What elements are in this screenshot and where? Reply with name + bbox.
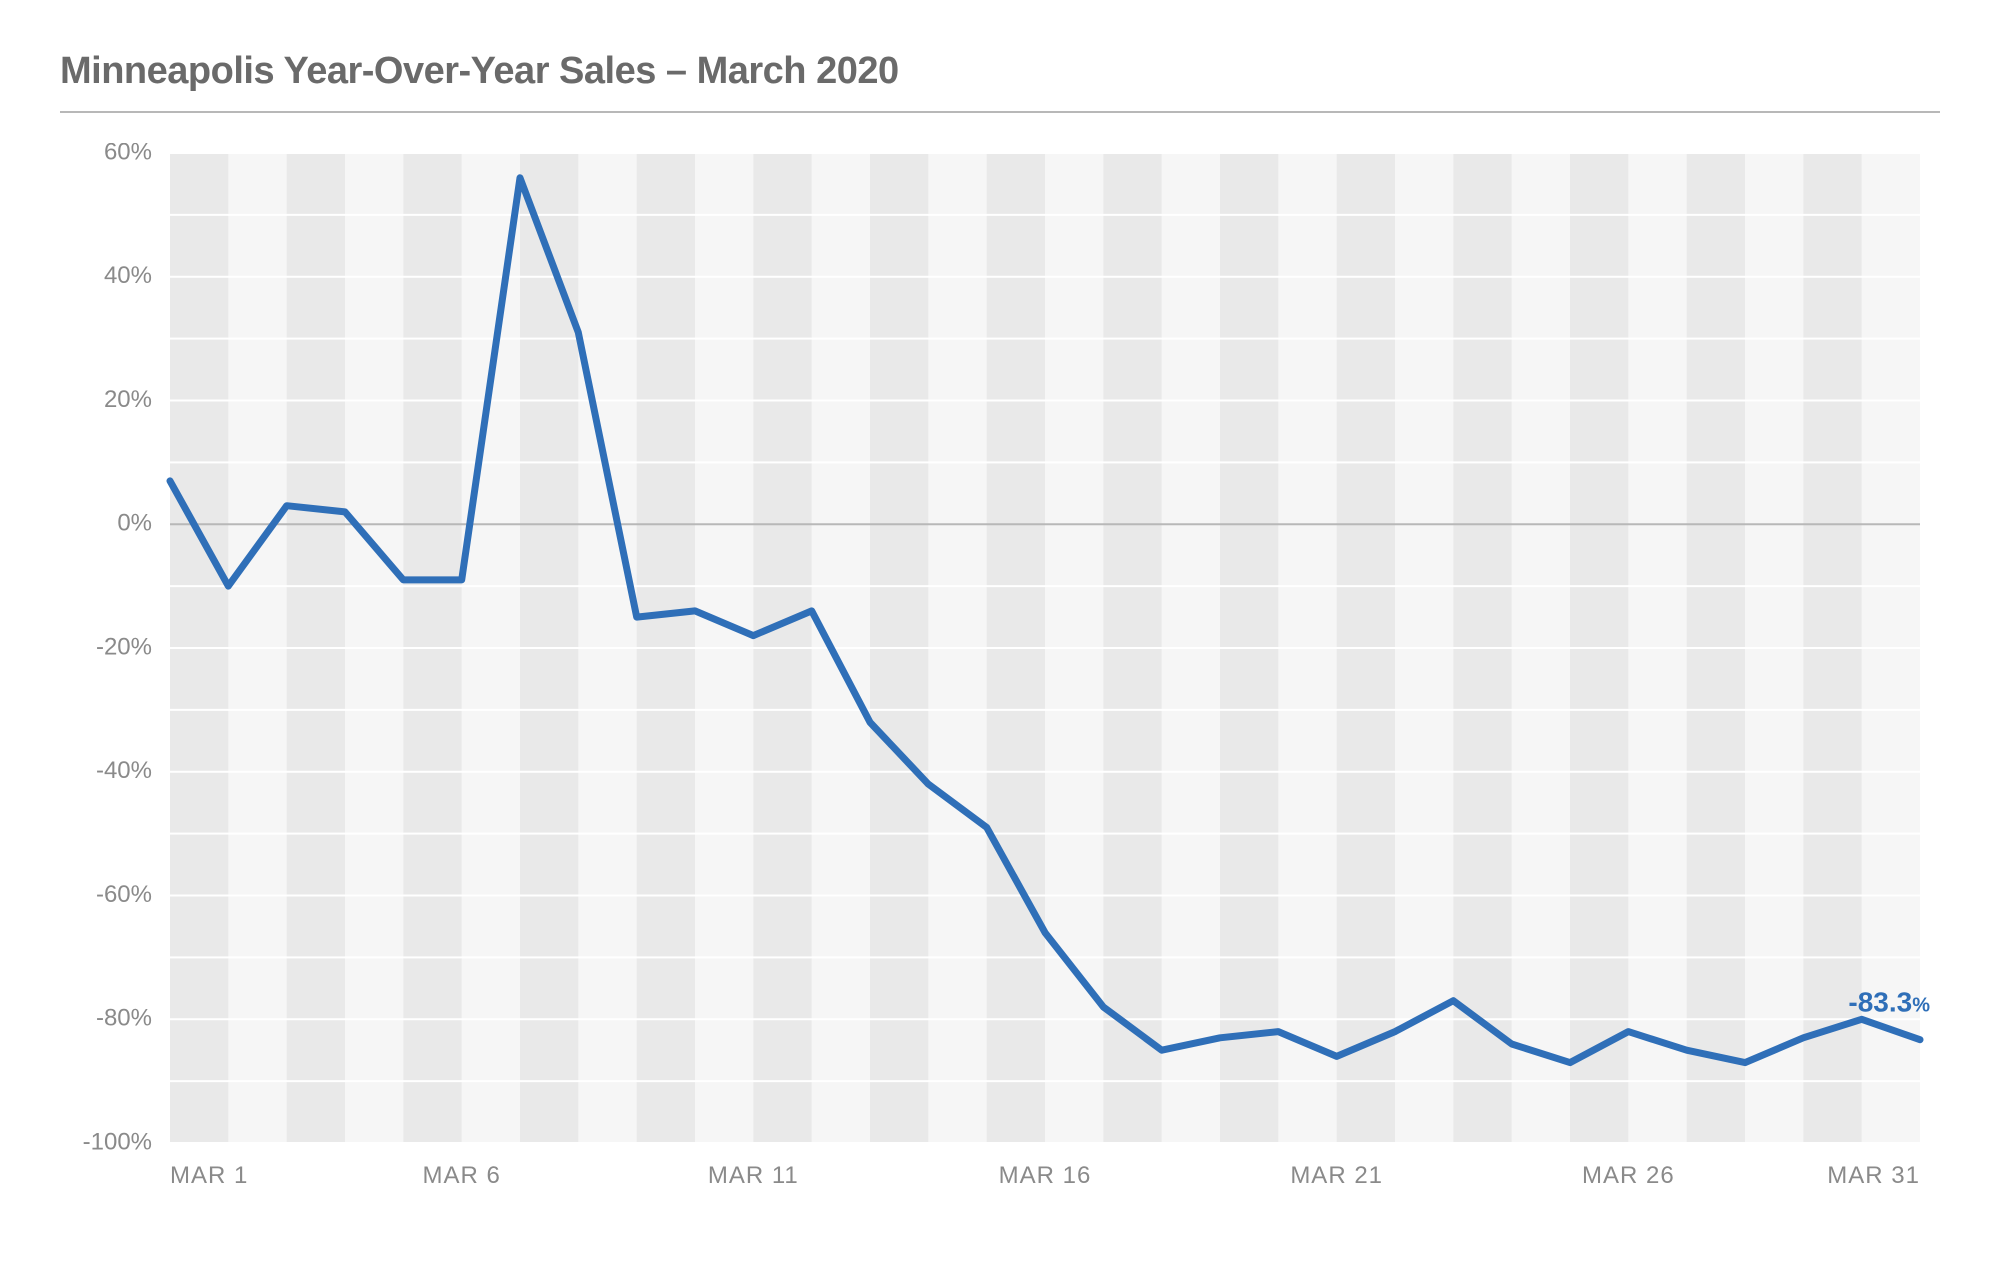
svg-text:MAR 26: MAR 26 xyxy=(1582,1162,1675,1189)
svg-text:-40%: -40% xyxy=(96,757,152,784)
chart-title: Minneapolis Year-Over-Year Sales – March… xyxy=(60,50,1940,93)
svg-text:-80%: -80% xyxy=(96,1005,152,1032)
svg-text:MAR 6: MAR 6 xyxy=(422,1162,500,1189)
svg-text:40%: 40% xyxy=(104,262,152,289)
chart-container: Minneapolis Year-Over-Year Sales – March… xyxy=(0,0,2000,1275)
svg-text:-60%: -60% xyxy=(96,881,152,908)
svg-text:-100%: -100% xyxy=(83,1128,152,1155)
svg-text:0%: 0% xyxy=(117,510,152,537)
svg-text:MAR 21: MAR 21 xyxy=(1290,1162,1383,1189)
svg-text:MAR 31: MAR 31 xyxy=(1827,1162,1920,1189)
line-chart-svg: 60% 40% 20% 0% -20% -40% -60% -80% -100% MAR 1 MAR… xyxy=(60,143,1940,1203)
svg-text:MAR 1: MAR 1 xyxy=(170,1162,248,1189)
title-divider xyxy=(60,111,1940,113)
svg-text:MAR 11: MAR 11 xyxy=(708,1162,799,1189)
svg-text:MAR 16: MAR 16 xyxy=(999,1162,1092,1189)
svg-text:-20%: -20% xyxy=(96,633,152,660)
chart-plot-area: 60% 40% 20% 0% -20% -40% -60% -80% -100% MAR 1 MAR… xyxy=(60,143,1940,1203)
svg-text:20%: 20% xyxy=(104,386,152,413)
svg-text:60%: 60% xyxy=(104,143,152,165)
